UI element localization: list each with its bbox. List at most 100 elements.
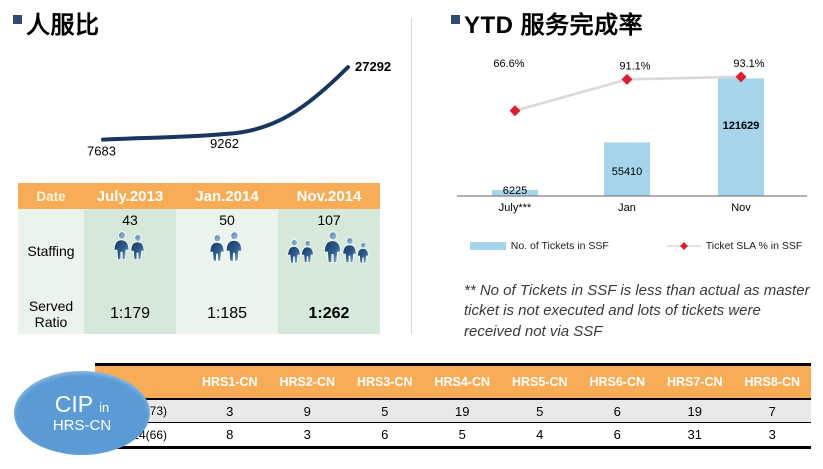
cip-header-hrs2-cn: HRS2-CN: [279, 375, 336, 389]
staff-ratio-line: [101, 65, 350, 142]
person-icon: [113, 231, 130, 260]
cip-value-r1-c3: 5: [458, 427, 466, 442]
legend-label-sla: Ticket SLA % in SSF: [705, 240, 803, 252]
ytd-title: YTD 服务完成率: [451, 5, 643, 40]
cip-badge-main: CIP: [54, 391, 93, 418]
point-label-nov: 27292: [355, 59, 391, 74]
bar-swatch-icon: [469, 242, 506, 250]
cip-badge-suffix: in: [99, 400, 110, 416]
staffing-cell-july: 43: [84, 209, 176, 294]
cip-badge: CIP in HRS-CN: [14, 371, 150, 455]
sla-marker-0: [509, 105, 521, 117]
staffing-cell-nov: 107: [278, 209, 380, 294]
category-label-2: Nov: [731, 202, 751, 214]
people-icons-july: [113, 231, 146, 261]
person-icon: [323, 231, 342, 264]
cip-value-r0-c6: 19: [687, 403, 702, 419]
cip-value-r0-c2: 5: [381, 403, 389, 419]
header-jan-2014: Jan.2014: [195, 187, 259, 205]
staffing-row-label: Staffing: [18, 209, 84, 294]
point-label-july: 7683: [87, 144, 116, 159]
person-icon: [287, 239, 301, 264]
bar-label-2: 121629: [723, 120, 760, 132]
legend-label-tickets: No. of Tickets in SSF: [510, 240, 609, 252]
sla-label-1: 91.1%: [619, 60, 650, 72]
cip-value-r0-c4: 5: [536, 403, 544, 419]
sla-marker-1: [621, 73, 633, 85]
staffing-table: Date July.2013 Jan.2014 Nov.2014 Staffin…: [18, 183, 380, 334]
cip-value-r1-c6: 31: [687, 427, 702, 442]
header-july-2013: July.2013: [96, 187, 164, 205]
cip-table-header-row: HRS1-CN HRS2-CN HRS3-CN HRS4-CN HRS5-CN HRS6-…: [95, 366, 811, 400]
cip-header-hrs8-cn: HRS8-CN: [744, 375, 801, 389]
square-bullet-icon: [13, 15, 22, 24]
square-bullet-icon: [451, 15, 460, 24]
staffing-value-jan: 50: [219, 212, 235, 228]
legend-item-sla: Ticket SLA % in SSF: [666, 240, 803, 252]
ticket-bar-0: [492, 189, 538, 196]
tickets-combo-chart: 6225 55410 121629 66.6% 91.1% 93.1% July*** Jan…: [457, 58, 807, 214]
category-label-1: Jan: [618, 202, 636, 214]
cip-header-hrs6-cn: HRS6-CN: [589, 375, 646, 389]
ytd-title-text: YTD 服务完成率: [464, 12, 644, 39]
cip-badge-line2: HRS-CN: [52, 416, 112, 434]
staff-ratio-title-text: 人服比: [26, 12, 100, 39]
staffing-value-nov: 107: [317, 212, 341, 228]
sla-legend-marker-icon: [666, 242, 701, 250]
cip-value-r1-c5: 6: [613, 427, 621, 442]
staffing-row: Staffing 43 50 107: [18, 209, 380, 294]
staffing-value-july: 43: [122, 212, 138, 228]
person-icon: [130, 234, 145, 261]
ticket-bar-2: [718, 78, 764, 196]
served-ratio-july: 1:179: [84, 294, 176, 334]
ticket-bar-1: [604, 142, 650, 196]
cip-badge-line1: CIP in: [55, 392, 109, 416]
cip-header-hrs4-cn: HRS4-CN: [434, 375, 491, 389]
bar-label-1: 55410: [612, 166, 643, 178]
served-ratio-nov: 1:262: [278, 294, 380, 334]
cip-value-r1-c2: 6: [381, 427, 389, 442]
sla-label-0: 66.6%: [493, 58, 524, 70]
cip-value-r1-c0: 8: [226, 427, 234, 442]
staff-ratio-line-chart: 7683 9262 27292: [87, 59, 391, 159]
cip-value-r0-c3: 19: [455, 403, 470, 419]
cip-header-hrs1-cn: HRS1-CN: [201, 375, 258, 389]
footnote-text: ** No of Tickets in SSF is less than act…: [464, 282, 810, 340]
cip-value-r0-c0: 3: [226, 403, 234, 419]
chart-legend: No. of Tickets in SSF Ticket SLA % in SS…: [468, 240, 804, 252]
cip-header-hrs3-cn: HRS3-CN: [356, 375, 413, 389]
bar-label-0: 6225: [503, 185, 527, 197]
cip-value-r1-c7: 3: [768, 427, 776, 442]
point-label-jan: 9262: [210, 136, 239, 151]
header-date: Date: [36, 188, 66, 204]
staffing-cell-jan: 50: [176, 209, 278, 294]
person-icon: [357, 242, 369, 264]
cip-value-r0-c5: 6: [613, 403, 621, 419]
people-icons-nov: [287, 231, 370, 264]
person-icon: [209, 234, 225, 262]
person-icon: [301, 240, 314, 264]
cip-value-r1-c1: 3: [303, 427, 311, 442]
cip-value-r1-c4: 4: [536, 427, 544, 442]
served-ratio-row-label: Served Ratio: [18, 294, 84, 334]
category-label-0: July***: [499, 202, 532, 214]
people-icons-jan: [209, 231, 244, 262]
served-ratio-row: Served Ratio 1:179 1:185 1:262: [18, 294, 380, 334]
cip-header-hrs5-cn: HRS5-CN: [511, 375, 568, 389]
staff-ratio-title: 人服比: [13, 5, 100, 40]
person-icon: [342, 237, 357, 264]
cip-value-r0-c1: 9: [303, 403, 311, 419]
sla-marker-2: [735, 71, 747, 83]
header-nov-2014: Nov.2014: [296, 187, 362, 205]
cip-header-hrs7-cn: HRS7-CN: [666, 375, 723, 389]
served-ratio-jan: 1:185: [176, 294, 278, 334]
legend-item-tickets: No. of Tickets in SSF: [469, 240, 609, 252]
cip-table: HRS1-CN HRS2-CN HRS3-CN HRS4-CN HRS5-CN HRS6-…: [95, 363, 811, 449]
cip-row-2014: 2014(66) 8 3 6 5 4 6 31 3: [95, 423, 811, 446]
cip-value-r0-c7: 7: [768, 403, 776, 419]
person-icon: [225, 231, 243, 262]
sla-label-2: 93.1%: [733, 58, 764, 70]
panel-divider: [411, 18, 412, 334]
